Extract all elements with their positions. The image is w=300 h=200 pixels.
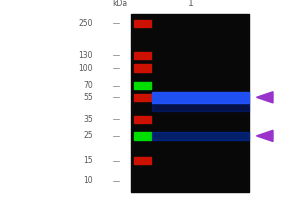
Bar [134,52,151,59]
Text: 55: 55 [83,93,93,102]
Text: 1: 1 [188,0,194,8]
Polygon shape [256,92,273,103]
Text: 250: 250 [79,19,93,28]
Bar [134,82,151,89]
Bar [152,103,249,111]
Bar [134,116,151,123]
Bar [134,94,151,101]
Text: 15: 15 [83,156,93,165]
Text: 100: 100 [79,64,93,73]
Text: 10: 10 [83,176,93,185]
Polygon shape [256,130,273,142]
Text: kDa: kDa [112,0,128,8]
Text: 35: 35 [83,115,93,124]
Bar [134,157,151,164]
Text: 70: 70 [83,81,93,90]
Bar [130,14,249,192]
Text: 25: 25 [83,131,93,140]
Bar [134,64,151,72]
Bar [134,20,151,27]
Text: 130: 130 [79,51,93,60]
Bar [152,132,249,140]
Bar [152,92,249,103]
Bar [134,132,151,140]
